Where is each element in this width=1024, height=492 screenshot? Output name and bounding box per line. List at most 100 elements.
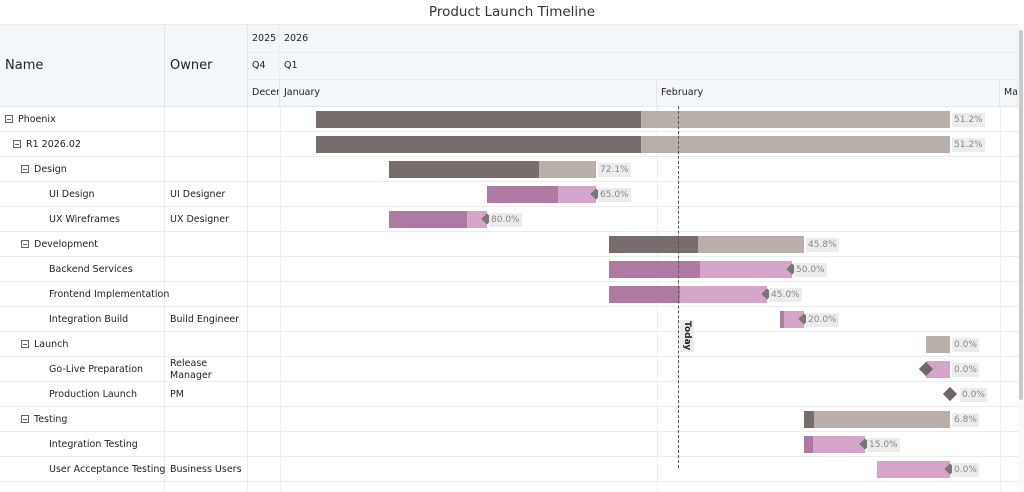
task-name: Integration Build <box>49 314 129 325</box>
task-name: Launch <box>34 339 69 350</box>
task-owner-cell <box>165 132 248 157</box>
timescale-year-cell: 2025 <box>248 25 280 52</box>
completed-portion <box>609 261 700 278</box>
task-name: Backend Services <box>49 264 133 275</box>
summary-bar[interactable] <box>609 236 804 253</box>
progress-label: 0.0% <box>952 338 979 352</box>
task-row[interactable]: UI Design UI Designer 65.0% <box>0 182 1018 207</box>
task-row[interactable]: Testing 6.8% <box>0 407 1018 432</box>
progress-label: 0.0% <box>952 363 979 377</box>
task-name: Production Launch <box>49 389 137 400</box>
empty-cell <box>165 482 248 492</box>
task-owner-cell <box>165 282 248 307</box>
timeline-gridline <box>280 357 281 382</box>
task-name-cell: Backend Services <box>0 257 165 282</box>
task-owner-cell: UX Designer <box>165 207 248 232</box>
task-bar[interactable] <box>609 286 767 303</box>
collapse-toggle-icon[interactable] <box>5 114 13 123</box>
task-row[interactable]: Phoenix 51.2% <box>0 107 1018 132</box>
completed-portion <box>780 311 784 328</box>
timeline-gridline <box>657 182 658 207</box>
task-name-cell: R1 2026.02 <box>0 132 165 157</box>
progress-label: 20.0% <box>806 313 839 327</box>
task-bar[interactable] <box>780 311 804 328</box>
task-row[interactable]: R1 2026.02 51.2% <box>0 132 1018 157</box>
task-bar[interactable] <box>609 261 792 278</box>
today-marker-label: Today <box>680 320 694 352</box>
task-row[interactable]: User Acceptance Testing Business Users 0.0… <box>0 457 1018 482</box>
column-header-name[interactable]: Name <box>0 25 165 107</box>
collapse-toggle-icon[interactable] <box>13 139 21 148</box>
remaining-portion <box>804 411 950 428</box>
collapse-toggle-icon[interactable] <box>21 239 29 248</box>
timeline-gridline <box>280 232 281 257</box>
timeline-gridline <box>1000 407 1001 432</box>
task-row[interactable]: Frontend Implementation 45.0% <box>0 282 1018 307</box>
task-name-cell: User Acceptance Testing <box>0 457 165 482</box>
summary-bar[interactable] <box>804 411 950 428</box>
task-bar[interactable] <box>389 211 487 228</box>
task-row[interactable]: Development 45.8% <box>0 232 1018 257</box>
timeline-gridline <box>280 457 281 482</box>
collapse-toggle-icon[interactable] <box>21 339 29 348</box>
summary-bar[interactable] <box>316 136 950 153</box>
task-row[interactable]: Launch 0.0% <box>0 332 1018 357</box>
scrollbar-thumb[interactable] <box>1019 30 1023 400</box>
timeline-gridline <box>1000 257 1001 282</box>
timescale-quarter-cell: Q4 <box>248 52 280 79</box>
task-name-cell: UI Design <box>0 182 165 207</box>
timeline-gridline <box>280 282 281 307</box>
task-name: UI Design <box>49 189 95 200</box>
header-divider <box>248 79 1018 80</box>
column-header-owner[interactable]: Owner <box>165 25 248 107</box>
task-name-cell: UX Wireframes <box>0 207 165 232</box>
summary-bar[interactable] <box>926 336 950 353</box>
collapse-toggle-icon[interactable] <box>21 164 29 173</box>
timeline-gridline <box>280 182 281 207</box>
summary-bar[interactable] <box>389 161 596 178</box>
vertical-scrollbar[interactable] <box>1018 24 1024 492</box>
task-bar[interactable] <box>487 186 596 203</box>
timescale-month-cell: Decen <box>248 79 280 106</box>
completed-portion <box>804 411 814 428</box>
task-row[interactable]: Design 72.1% <box>0 157 1018 182</box>
task-name: Testing <box>34 414 68 425</box>
timeline-gridline <box>1000 432 1001 457</box>
timeline-gridline <box>657 357 658 382</box>
task-row[interactable]: Go-Live Preparation Release Manager 0.0% <box>0 357 1018 382</box>
progress-label: 45.8% <box>806 238 839 252</box>
timeline-gridline <box>280 107 281 132</box>
progress-label: 50.0% <box>794 263 827 277</box>
task-name-cell: Go-Live Preparation <box>0 357 165 382</box>
timeline-gridline <box>280 432 281 457</box>
completed-portion <box>487 186 558 203</box>
task-owner-cell <box>165 407 248 432</box>
task-bar[interactable] <box>877 461 950 478</box>
timescale-month-cell: February <box>657 79 1000 106</box>
task-row[interactable]: Production Launch PM 0.0% <box>0 382 1018 407</box>
task-row[interactable]: Backend Services 50.0% <box>0 257 1018 282</box>
task-name: R1 2026.02 <box>26 139 81 150</box>
task-bar[interactable] <box>926 361 950 378</box>
task-owner-cell: Release Manager <box>165 357 248 382</box>
task-row[interactable]: Integration Build Build Engineer 20.0% <box>0 307 1018 332</box>
timeline-gridline <box>1000 357 1001 382</box>
summary-bar[interactable] <box>316 111 950 128</box>
task-owner-cell <box>165 157 248 182</box>
task-bar[interactable] <box>804 436 865 453</box>
gantt-header: Name Owner 2025 2026 Q4 Q1 Decen January Febru… <box>0 25 1018 107</box>
timeline-gridline <box>280 207 281 232</box>
task-name: Integration Testing <box>49 439 138 450</box>
progress-label: 0.0% <box>960 388 987 402</box>
gantt-grid: Name Owner 2025 2026 Q4 Q1 Decen January Febru… <box>0 24 1018 492</box>
task-row[interactable]: Integration Testing 15.0% <box>0 432 1018 457</box>
collapse-toggle-icon[interactable] <box>21 414 29 423</box>
timeline-gridline <box>1000 207 1001 232</box>
task-row[interactable]: UX Wireframes UX Designer 80.0% <box>0 207 1018 232</box>
milestone-diamond[interactable] <box>942 386 958 402</box>
task-owner-cell: PM <box>165 382 248 407</box>
timeline-gridline <box>1000 382 1001 407</box>
timescale-month-cell: January <box>280 79 657 106</box>
empty-row <box>0 482 1018 492</box>
completed-portion <box>316 136 641 153</box>
